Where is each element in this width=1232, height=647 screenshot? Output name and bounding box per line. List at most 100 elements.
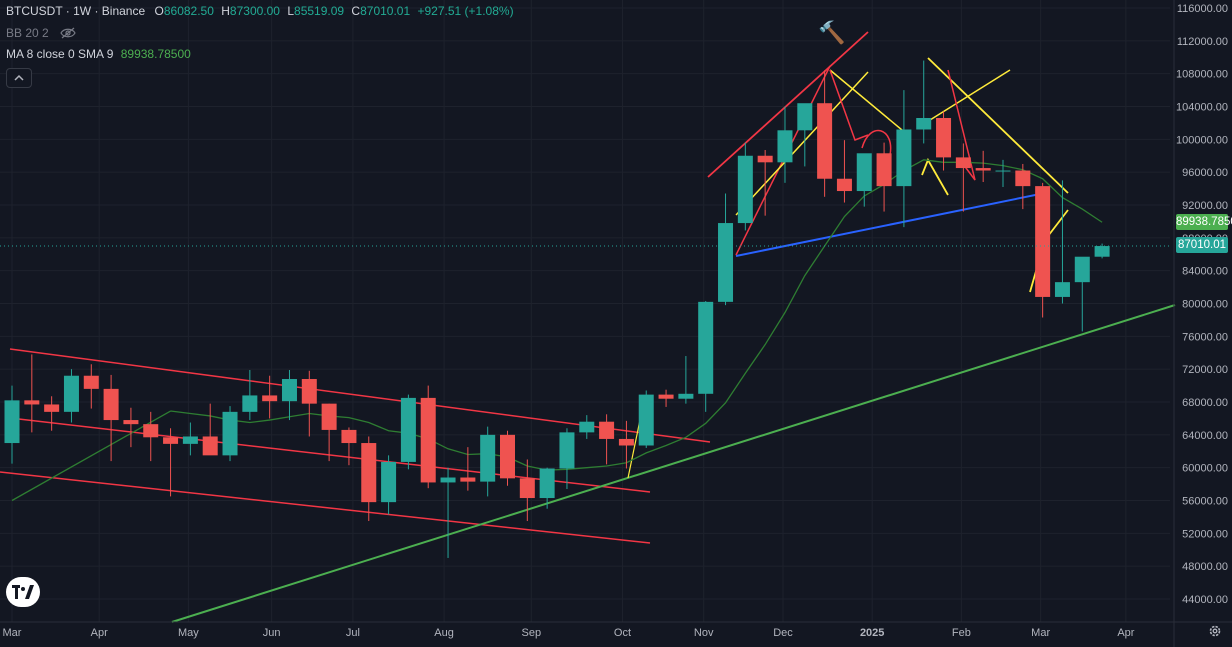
candle-down	[361, 443, 377, 503]
y-tick-label: 60000.00	[1182, 463, 1228, 475]
close-value: 87010.01	[360, 4, 411, 18]
candle-down	[1015, 170, 1031, 187]
x-tick-label: May	[178, 627, 199, 639]
candle-down	[202, 436, 218, 456]
close-label: C	[351, 4, 361, 18]
candle-down	[876, 153, 892, 187]
y-tick-label: 112000.00	[1177, 36, 1228, 48]
candle-up	[1094, 246, 1110, 257]
candle-up	[737, 155, 753, 224]
x-tick-label: Mar	[1031, 627, 1050, 639]
y-tick-label: 116000.00	[1177, 3, 1228, 15]
legend-ma[interactable]: MA 8 close 0 SMA 9 89938.78500	[6, 47, 191, 61]
candle-down	[123, 420, 139, 425]
y-tick-label: 76000.00	[1182, 331, 1228, 343]
candle-up	[678, 393, 694, 399]
change-value: +927.51 (+1.08%)	[417, 4, 514, 18]
high-value: 87300.00	[229, 4, 280, 18]
y-tick-label: 68000.00	[1182, 397, 1228, 409]
candle-down	[1035, 186, 1051, 297]
candle-down	[83, 375, 99, 389]
ma-value: 89938.78500	[120, 47, 191, 61]
candle-up	[579, 421, 595, 433]
gear-icon[interactable]	[1208, 624, 1222, 643]
candle-up	[1074, 256, 1090, 283]
y-tick-label: 44000.00	[1182, 594, 1228, 606]
candle-up	[638, 394, 654, 446]
candle-up	[896, 129, 912, 187]
candle-up	[242, 395, 258, 412]
yellow-channel-a	[735, 71, 869, 216]
candle-up	[559, 432, 575, 469]
candle-up	[1054, 282, 1070, 297]
y-tick-label: 96000.00	[1182, 167, 1228, 179]
ma-line	[170, 159, 1103, 471]
x-tick-label: Aug	[434, 627, 454, 639]
candle-down	[955, 157, 971, 169]
lower-channel-bottom	[0, 471, 651, 544]
candle-up	[777, 130, 793, 163]
x-tick-label: Nov	[694, 627, 714, 639]
y-tick-label: 84000.00	[1182, 266, 1228, 278]
candle-up	[281, 379, 297, 402]
y-tick-label: 64000.00	[1182, 430, 1228, 442]
yellow-arrow	[921, 157, 949, 196]
grid-lines	[0, 0, 1170, 622]
candle-up	[4, 400, 20, 444]
y-tick-label: 92000.00	[1182, 200, 1228, 212]
x-tick-label: Feb	[952, 627, 971, 639]
candle-down	[836, 178, 852, 192]
close-price-tag: 87010.01	[1176, 237, 1228, 253]
x-tick-label: 2025	[860, 627, 884, 639]
y-tick-label: 108000.00	[1176, 69, 1228, 81]
yellow-channel-b	[829, 69, 909, 136]
ohlc-low: L85519.09	[287, 4, 347, 18]
price-axis[interactable]: 44000.00 48000.00 52000.00 56000.00 60000.00…	[1173, 0, 1228, 647]
ohlc-high: H87300.00	[221, 4, 283, 18]
tradingview-logo-icon[interactable]	[6, 577, 40, 607]
candle-down	[975, 168, 991, 171]
red-zigzag-1	[829, 69, 869, 141]
candle-down	[658, 394, 674, 399]
ohlc-open: O86082.50	[155, 4, 218, 18]
candle-down	[321, 403, 337, 430]
eye-off-icon[interactable]	[60, 27, 76, 42]
candle-up	[222, 411, 238, 456]
x-tick-label: Apr	[1117, 627, 1134, 639]
candle-up	[63, 375, 79, 412]
legend-bb[interactable]: BB 20 2	[6, 26, 76, 42]
y-tick-label: 56000.00	[1182, 496, 1228, 508]
candle-up	[797, 103, 813, 131]
candle-down	[143, 424, 159, 438]
candles-group	[4, 60, 1110, 558]
y-tick-label: 104000.00	[1176, 102, 1228, 114]
candle-down	[163, 437, 179, 444]
red-arc	[861, 129, 892, 156]
candle-up	[480, 434, 496, 482]
x-tick-label: Dec	[773, 627, 793, 639]
low-label: L	[287, 4, 295, 18]
candle-up	[400, 397, 416, 462]
x-tick-label: Jul	[346, 627, 360, 639]
candle-down	[301, 379, 317, 404]
time-axis[interactable]: Mar Apr May Jun Jul Aug Sep Oct Nov Dec 2025 Feb Mar…	[0, 621, 1232, 639]
open-value: 86082.50	[163, 4, 214, 18]
y-tick-label: 72000.00	[1182, 364, 1228, 376]
y-tick-label: 100000.00	[1176, 134, 1228, 146]
candle-down	[24, 400, 40, 405]
candle-down	[420, 397, 436, 483]
x-tick-label: Sep	[521, 627, 541, 639]
y-tick-label: 48000.00	[1182, 561, 1228, 573]
candle-down	[460, 477, 476, 482]
candle-down	[519, 478, 535, 499]
yellow-short	[627, 419, 641, 479]
high-label: H	[221, 4, 230, 18]
chevron-collapse-icon[interactable]	[6, 68, 32, 88]
candle-down	[262, 395, 278, 402]
bb-label: BB 20 2	[6, 26, 49, 40]
candle-up	[856, 153, 872, 192]
ma-line-group	[11, 159, 1103, 502]
candle-down	[599, 421, 615, 439]
candle-up	[995, 170, 1011, 172]
